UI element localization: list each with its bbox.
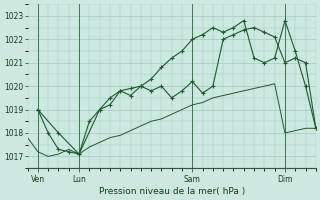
- X-axis label: Pression niveau de la mer( hPa ): Pression niveau de la mer( hPa ): [99, 187, 245, 196]
